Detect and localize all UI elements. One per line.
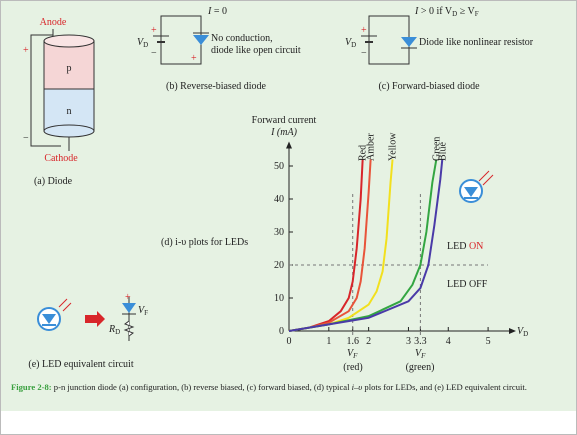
rd: D bbox=[115, 328, 120, 336]
caption-text: plots for LEDs, and (e) LED equivalent c… bbox=[362, 382, 527, 392]
off-label: LED OFF bbox=[447, 279, 488, 290]
y-label: I (mA) bbox=[270, 127, 297, 138]
series-label: Blue bbox=[437, 142, 448, 161]
sign: + bbox=[191, 53, 197, 64]
caption-b: (b) Reverse-biased diode bbox=[166, 81, 267, 92]
series-label: Amber bbox=[366, 133, 377, 161]
y-tick-label: 40 bbox=[274, 194, 284, 205]
y-label: Forward current bbox=[252, 115, 317, 126]
x-tick-label: 2 bbox=[366, 336, 371, 347]
sign: + bbox=[361, 25, 367, 36]
sign: + bbox=[151, 25, 157, 36]
current: = 0 bbox=[211, 6, 227, 17]
sign: − bbox=[23, 133, 29, 144]
desc: Diode like nonlinear resistor bbox=[419, 37, 534, 48]
x-tick-label: 1 bbox=[326, 336, 331, 347]
current: F bbox=[475, 10, 479, 18]
sign: − bbox=[361, 48, 367, 59]
figure-svg: Anode p n + − Cathode (a) Diode I = 0 VD… bbox=[1, 1, 576, 434]
sign: + bbox=[125, 292, 131, 303]
figure-caption: Figure 2-8: p-n junction diode (a) confi… bbox=[11, 382, 566, 393]
vf-green: F bbox=[420, 352, 426, 360]
caption-text: i–υ bbox=[352, 382, 363, 392]
vf-green-note: (green) bbox=[406, 362, 435, 373]
x-label: D bbox=[523, 330, 528, 338]
y-tick-label: 10 bbox=[274, 293, 284, 304]
x-tick-label: 5 bbox=[486, 336, 491, 347]
desc: No conduction, bbox=[211, 33, 273, 44]
caption-label: Figure 2-8: bbox=[11, 382, 52, 392]
x-tick-label: 0 bbox=[287, 336, 292, 347]
vd: D bbox=[351, 41, 356, 49]
vf: F bbox=[144, 309, 148, 317]
series-label: Yellow bbox=[388, 132, 399, 161]
y-tick-label: 20 bbox=[274, 260, 284, 271]
y-tick-label: 50 bbox=[274, 161, 284, 172]
figure: Anode p n + − Cathode (a) Diode I = 0 VD… bbox=[0, 0, 577, 435]
caption-e: (e) LED equivalent circuit bbox=[28, 359, 133, 370]
rd: R bbox=[108, 324, 115, 335]
y-tick-label: 30 bbox=[274, 227, 284, 238]
x-tick-label: 4 bbox=[446, 336, 451, 347]
x-tick-label: 1.6 bbox=[346, 336, 359, 347]
vf-red-note: (red) bbox=[343, 362, 362, 373]
vd: D bbox=[143, 41, 148, 49]
x-tick-label: 3 bbox=[406, 336, 411, 347]
sign: − bbox=[151, 48, 157, 59]
cathode: Cathode bbox=[44, 153, 78, 164]
x-tick-label: 3.3 bbox=[414, 336, 427, 347]
on-label: LED bbox=[447, 241, 469, 252]
caption-a: (a) Diode bbox=[34, 176, 73, 187]
vf-red: F bbox=[352, 352, 358, 360]
sign: + bbox=[23, 45, 29, 56]
svg-text:I = 0: I = 0 bbox=[207, 6, 227, 17]
caption-d: (d) i-υ plots for LEDs bbox=[161, 237, 248, 248]
current: > 0 if V bbox=[418, 6, 453, 17]
caption-text: p-n junction diode (a) configuration, (b… bbox=[52, 382, 352, 392]
anode: Anode bbox=[40, 17, 67, 28]
desc: diode like open circuit bbox=[211, 45, 301, 56]
y-tick-label: 0 bbox=[279, 326, 284, 337]
p-label: p bbox=[67, 63, 72, 74]
n-label: n bbox=[67, 106, 72, 117]
svg-text:I > 0 if VD ≥ VF: I > 0 if VD ≥ VF bbox=[414, 6, 479, 18]
caption-c: (c) Forward-biased diode bbox=[378, 81, 480, 92]
svg-text:LED ON: LED ON bbox=[447, 241, 483, 252]
current: ≥ V bbox=[457, 6, 475, 17]
on-label: ON bbox=[469, 241, 483, 252]
